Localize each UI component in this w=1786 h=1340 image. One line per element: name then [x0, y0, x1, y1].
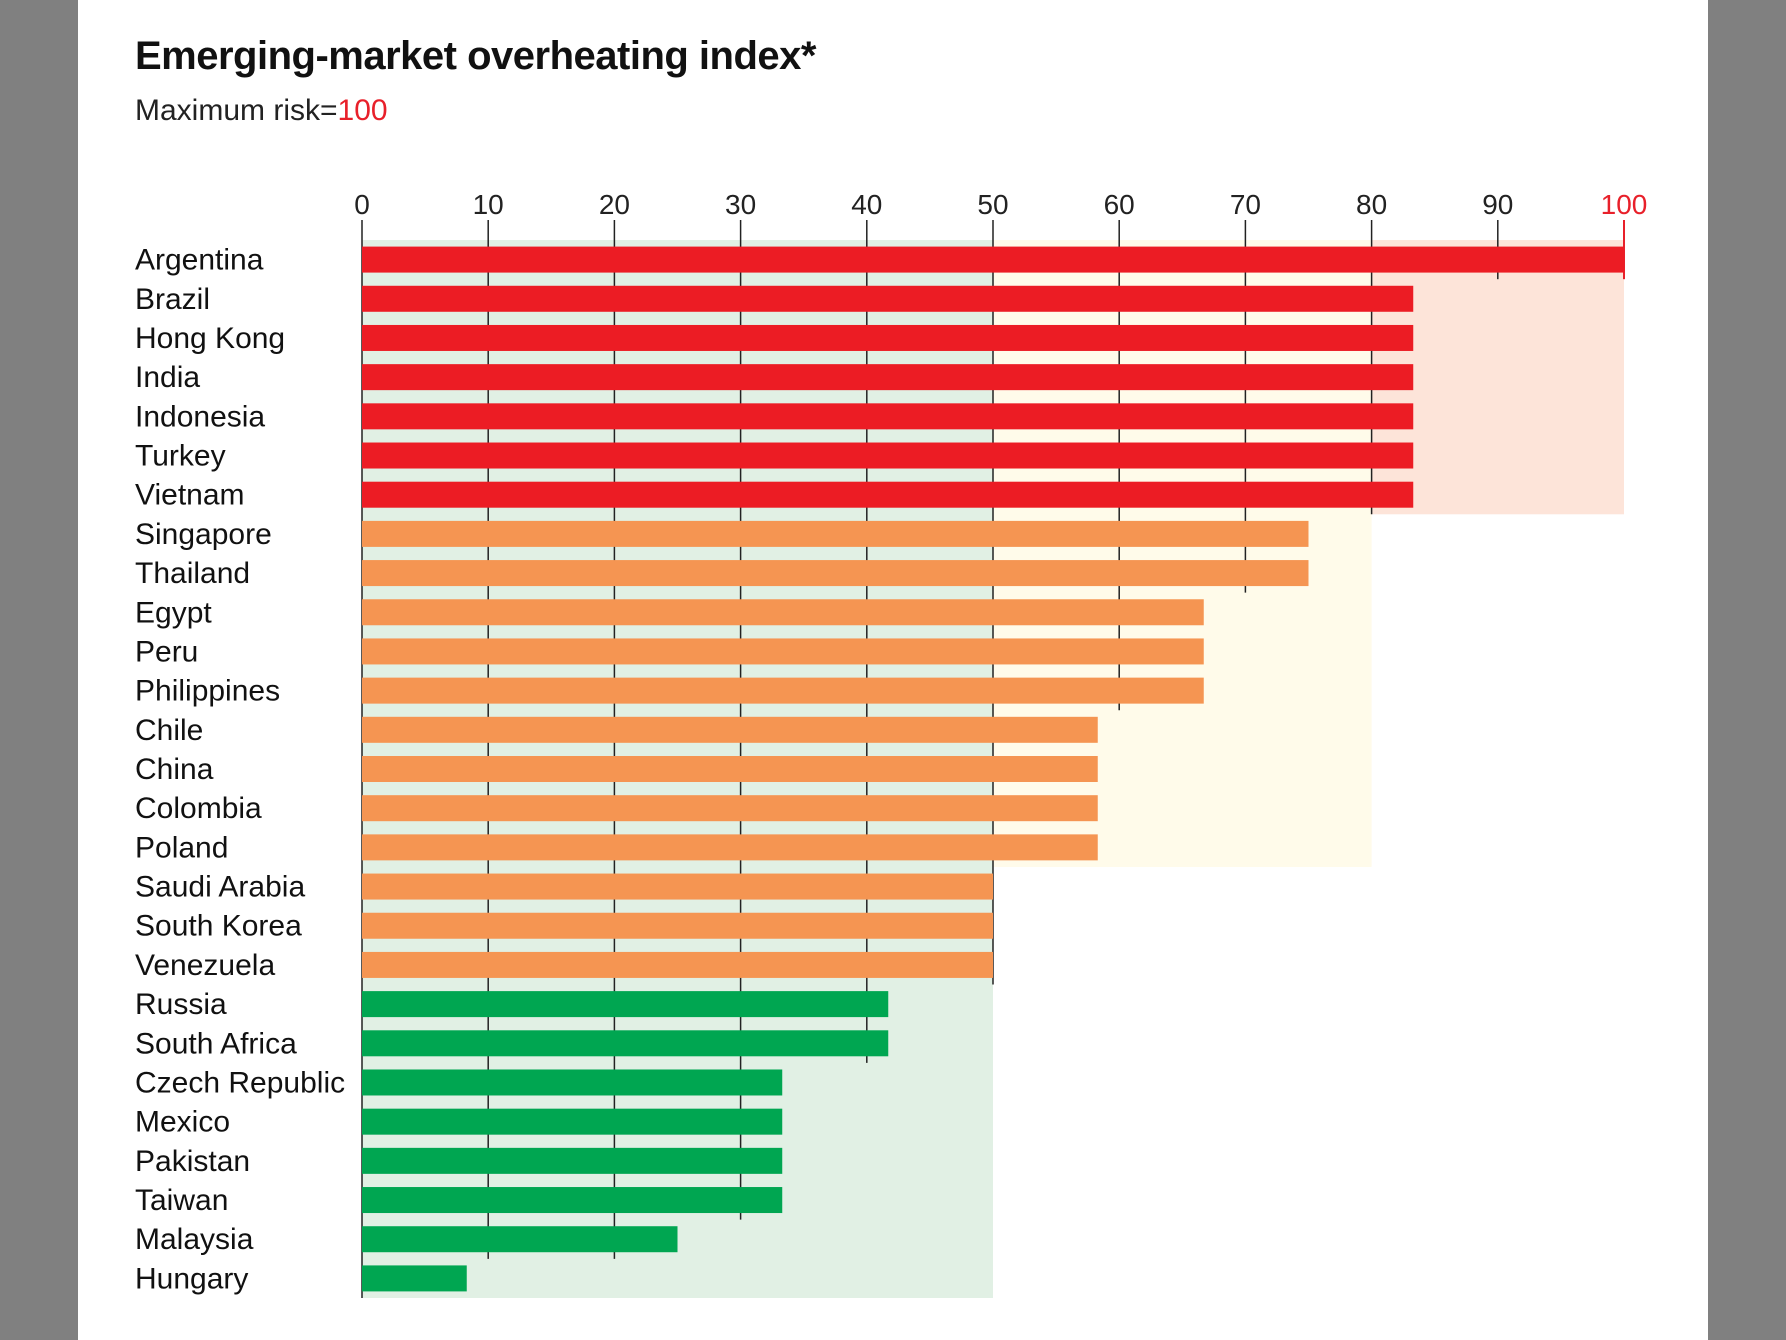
category-label: South Africa: [135, 1027, 297, 1060]
risk-band: [1371, 240, 1624, 515]
bar: [362, 560, 1309, 587]
bar: [362, 1108, 783, 1135]
subtitle-max-value: 100: [337, 94, 388, 127]
x-tick-label: 0: [354, 189, 370, 220]
bar: [362, 1187, 783, 1214]
category-label: Vietnam: [135, 479, 245, 512]
chart-subtitle: Maximum risk=100: [135, 94, 388, 128]
x-tick-label: 80: [1356, 189, 1387, 220]
bar: [362, 991, 889, 1018]
x-tick-label: 20: [599, 189, 630, 220]
bar: [362, 364, 1414, 391]
bar: [362, 873, 993, 900]
category-label: Egypt: [135, 596, 212, 629]
category-labels: Argentina Brazil Hong Kong India Indonesia Tu…: [135, 244, 345, 1296]
x-tick-label: 60: [1104, 189, 1135, 220]
bar: [362, 638, 1204, 665]
bar: [362, 1265, 467, 1292]
category-label: Pakistan: [135, 1145, 250, 1178]
category-label: Argentina: [135, 244, 264, 277]
bar: [362, 834, 1098, 861]
bar: [362, 677, 1204, 704]
bar: [362, 1030, 889, 1057]
category-label: South Korea: [135, 910, 302, 943]
x-tick-label: 100: [1601, 189, 1648, 220]
category-label: Hong Kong: [135, 322, 285, 355]
category-label: Colombia: [135, 792, 262, 825]
bar: [362, 442, 1414, 469]
chart-title: Emerging-market overheating index*: [135, 34, 816, 78]
bar: [362, 912, 993, 939]
category-label: Malaysia: [135, 1223, 254, 1256]
bar: [362, 1069, 783, 1096]
category-label: Chile: [135, 714, 203, 747]
x-tick-label: 30: [725, 189, 756, 220]
x-tick-label: 50: [977, 189, 1008, 220]
bar: [362, 481, 1414, 508]
category-label: Venezuela: [135, 949, 275, 982]
category-label: Turkey: [135, 440, 226, 473]
category-label: Poland: [135, 831, 228, 864]
category-label: Philippines: [135, 675, 280, 708]
category-label: Taiwan: [135, 1184, 228, 1217]
bar: [362, 403, 1414, 430]
bar: [362, 324, 1414, 351]
bar: [362, 716, 1098, 743]
x-tick-label: 40: [851, 189, 882, 220]
x-tick-label: 10: [473, 189, 504, 220]
category-label: Mexico: [135, 1106, 230, 1139]
category-label: Russia: [135, 988, 227, 1021]
bar: [362, 1226, 678, 1253]
x-tick-label: 70: [1230, 189, 1261, 220]
bar: [362, 795, 1098, 822]
bar: [362, 520, 1309, 547]
subtitle-prefix: Maximum risk=: [135, 94, 338, 127]
bar: [362, 599, 1204, 626]
category-label: India: [135, 361, 200, 394]
bar: [362, 756, 1098, 782]
category-label: Indonesia: [135, 400, 265, 433]
category-label: Singapore: [135, 518, 272, 551]
bar: [362, 285, 1414, 312]
category-label: Peru: [135, 635, 198, 668]
category-label: Hungary: [135, 1262, 248, 1295]
category-label: China: [135, 753, 214, 786]
bars: [362, 246, 1624, 1292]
category-label: Czech Republic: [135, 1066, 345, 1099]
category-label: Saudi Arabia: [135, 871, 305, 904]
bar: [362, 1147, 783, 1174]
bar: [362, 951, 993, 978]
x-axis-ticks: 0 10 20 30 40 50 60 70 80 90 100: [354, 189, 1647, 220]
category-label: Thailand: [135, 557, 250, 590]
bar: [362, 246, 1624, 273]
x-tick-label: 90: [1482, 189, 1513, 220]
category-label: Brazil: [135, 283, 210, 316]
